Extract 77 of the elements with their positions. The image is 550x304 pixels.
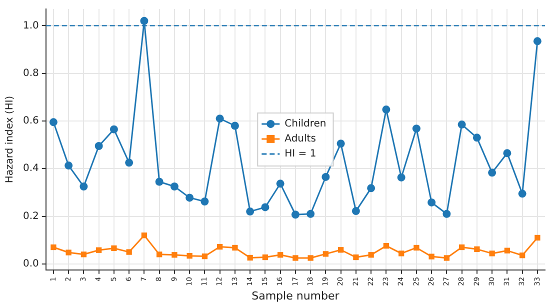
point bbox=[397, 173, 406, 182]
point bbox=[247, 254, 253, 261]
point bbox=[262, 254, 268, 260]
point bbox=[458, 120, 466, 129]
point bbox=[232, 244, 238, 251]
point bbox=[202, 253, 208, 260]
point bbox=[94, 142, 103, 150]
point bbox=[338, 247, 344, 253]
point bbox=[414, 244, 420, 251]
point bbox=[472, 134, 481, 142]
point bbox=[458, 244, 465, 250]
point bbox=[66, 250, 72, 256]
point bbox=[322, 251, 329, 257]
point bbox=[278, 252, 284, 258]
point bbox=[488, 168, 496, 177]
point bbox=[292, 255, 298, 261]
point bbox=[49, 118, 58, 126]
point bbox=[308, 255, 314, 261]
point bbox=[111, 245, 117, 252]
point bbox=[428, 254, 434, 260]
point bbox=[126, 249, 132, 255]
point bbox=[353, 254, 359, 260]
point bbox=[246, 208, 254, 216]
legend-label: HI = 1 bbox=[284, 148, 316, 160]
point bbox=[322, 172, 330, 181]
point bbox=[96, 247, 102, 253]
point bbox=[533, 37, 542, 46]
point bbox=[489, 250, 495, 256]
point bbox=[110, 125, 118, 134]
point bbox=[398, 250, 404, 256]
point bbox=[230, 122, 239, 130]
y-tick-label: 0.2 bbox=[22, 210, 39, 222]
point bbox=[442, 210, 451, 218]
point bbox=[534, 234, 540, 241]
point bbox=[140, 16, 148, 25]
legend-label: Adults bbox=[284, 134, 316, 145]
point bbox=[156, 252, 162, 258]
point bbox=[382, 106, 390, 114]
point bbox=[383, 243, 390, 249]
y-tick-label: 0.0 bbox=[22, 258, 39, 270]
point bbox=[519, 252, 526, 258]
point bbox=[261, 203, 270, 212]
point bbox=[412, 124, 420, 133]
point bbox=[518, 190, 526, 198]
point bbox=[444, 255, 450, 261]
point bbox=[80, 252, 87, 258]
point bbox=[306, 210, 315, 218]
y-axis-title: Hazard index (HI) bbox=[4, 96, 16, 184]
point bbox=[80, 182, 88, 191]
point bbox=[367, 184, 376, 192]
y-tick-label: 0.6 bbox=[22, 116, 39, 127]
point bbox=[170, 182, 178, 191]
point bbox=[50, 244, 56, 250]
point bbox=[141, 232, 148, 238]
point bbox=[428, 198, 436, 206]
point bbox=[352, 207, 360, 216]
point bbox=[125, 158, 134, 167]
point bbox=[200, 198, 209, 206]
legend-label: Children bbox=[284, 118, 326, 130]
point bbox=[172, 252, 178, 258]
point bbox=[503, 149, 512, 158]
point bbox=[64, 162, 73, 170]
y-tick-label: 1.0 bbox=[22, 20, 39, 32]
point bbox=[336, 140, 345, 148]
point bbox=[504, 248, 510, 254]
y-tick-label: 0.8 bbox=[22, 68, 39, 79]
point bbox=[155, 178, 164, 186]
point bbox=[216, 114, 224, 123]
x-axis-title: Sample number bbox=[252, 289, 340, 302]
point bbox=[186, 253, 192, 259]
point bbox=[186, 194, 194, 202]
point bbox=[276, 180, 284, 188]
point bbox=[368, 252, 374, 258]
point bbox=[474, 246, 480, 252]
y-tick-label: 0.4 bbox=[22, 163, 39, 174]
point bbox=[291, 210, 300, 219]
point bbox=[217, 244, 223, 250]
